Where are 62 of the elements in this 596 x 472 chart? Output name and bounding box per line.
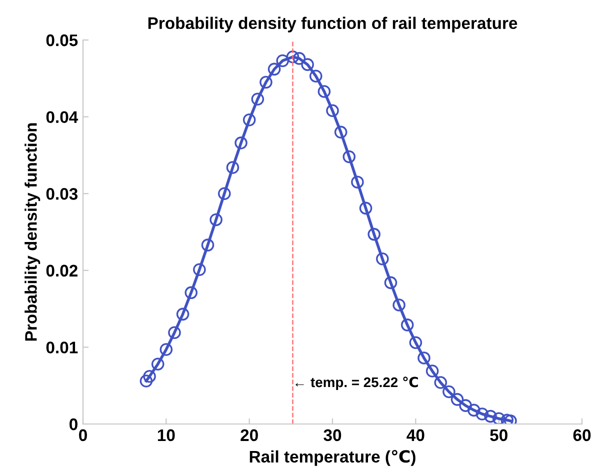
- point: [409, 336, 422, 349]
- point: [459, 399, 472, 412]
- point: [342, 150, 356, 164]
- point: [218, 187, 231, 200]
- x-axis-title: Rail temperature (℃): [250, 450, 416, 466]
- point: [210, 213, 222, 226]
- point: [151, 358, 164, 370]
- point: [286, 50, 300, 64]
- point: [476, 408, 489, 420]
- point: [434, 376, 448, 389]
- point: [276, 54, 289, 68]
- point: [193, 263, 206, 276]
- point: [368, 228, 380, 241]
- x-tick-label: 20: [240, 429, 258, 442]
- point: [268, 62, 281, 76]
- point: [418, 352, 430, 364]
- y-axis-title: Probability density function: [24, 123, 40, 341]
- point: [384, 276, 398, 290]
- point: [318, 85, 331, 98]
- y-tick-label: 0.01: [46, 342, 78, 354]
- point: [392, 298, 406, 312]
- point: [400, 318, 414, 332]
- point: [176, 308, 190, 321]
- point: [359, 202, 372, 215]
- x-tick-label: 0: [79, 429, 87, 442]
- point: [426, 364, 439, 378]
- y-tick-label: 0.05: [46, 34, 78, 46]
- point: [292, 52, 306, 65]
- point: [184, 286, 198, 300]
- x-tick-label: 40: [406, 429, 424, 442]
- x-tick-label: 30: [324, 429, 342, 442]
- chart-title: Probability density function of rail temperature: [148, 16, 518, 32]
- y-tick-label: 0: [70, 418, 78, 430]
- point: [160, 343, 173, 356]
- point: [251, 92, 264, 106]
- y-tick-label: 0.02: [46, 264, 78, 277]
- point: [309, 70, 322, 82]
- point: [351, 176, 364, 188]
- point: [326, 104, 339, 118]
- point: [201, 238, 214, 252]
- point: [376, 252, 389, 266]
- point: [143, 370, 156, 383]
- point: [500, 414, 514, 424]
- point: [484, 410, 497, 423]
- point: [260, 76, 272, 89]
- point: [334, 126, 348, 139]
- y-tick-label: 0.04: [46, 111, 78, 124]
- y-tick-label: 0.03: [46, 188, 78, 200]
- point: [492, 412, 506, 424]
- point: [140, 374, 153, 388]
- annotation: ← temp. = 25.22 ℃: [296, 376, 418, 390]
- point: [168, 326, 181, 339]
- point: [442, 385, 456, 398]
- point: [226, 161, 240, 174]
- point: [467, 404, 480, 417]
- point: [450, 393, 464, 406]
- x-tick-label: 60: [573, 429, 591, 442]
- point: [234, 136, 248, 150]
- point: [301, 58, 314, 71]
- point: [242, 113, 256, 126]
- x-tick-label: 10: [158, 429, 175, 442]
- x-tick-label: 50: [490, 429, 508, 442]
